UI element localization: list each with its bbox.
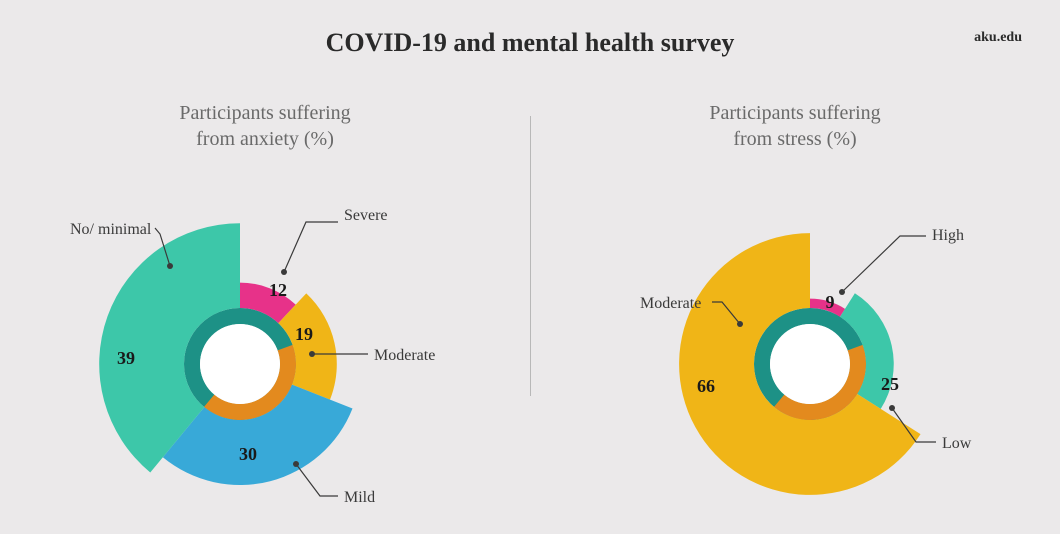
page-title: COVID-19 and mental health survey	[0, 28, 1060, 58]
subtitle-line: from anxiety (%)	[196, 128, 334, 150]
slice-value: 39	[117, 348, 135, 368]
slice-label: No/ minimal	[70, 221, 152, 238]
slice-value: 25	[881, 374, 899, 394]
slice-value: 9	[826, 292, 835, 312]
subtitle-line: Participants suffering	[709, 102, 880, 124]
slice-label: Moderate	[374, 347, 435, 364]
slice-value: 19	[295, 324, 313, 344]
subtitle-line: Participants suffering	[179, 102, 350, 124]
anxiety-chart: Participants suffering from anxiety (%) …	[0, 100, 530, 520]
attribution: aku.edu	[974, 30, 1022, 46]
slice-value: 30	[239, 444, 257, 464]
stress-chart-title: Participants suffering from stress (%)	[530, 100, 1060, 152]
slice-label: High	[932, 227, 964, 244]
subtitle-line: from stress (%)	[733, 128, 856, 150]
stress-chart-svg: 9 High 25 Low 66 Moderate	[530, 164, 1060, 534]
stress-chart: Participants suffering from stress (%) 9…	[530, 100, 1060, 520]
slice-label: Mild	[344, 489, 375, 506]
slice-label: Severe	[344, 207, 388, 224]
slice-value: 66	[697, 376, 715, 396]
anxiety-chart-title: Participants suffering from anxiety (%)	[0, 100, 530, 152]
slice-label: Moderate	[640, 295, 701, 312]
slice-value: 12	[269, 280, 287, 300]
anxiety-chart-svg: 12 Severe 19 Moderate 30 Mild 39 No/ minimal	[0, 164, 530, 534]
slice-label: Low	[942, 435, 972, 452]
